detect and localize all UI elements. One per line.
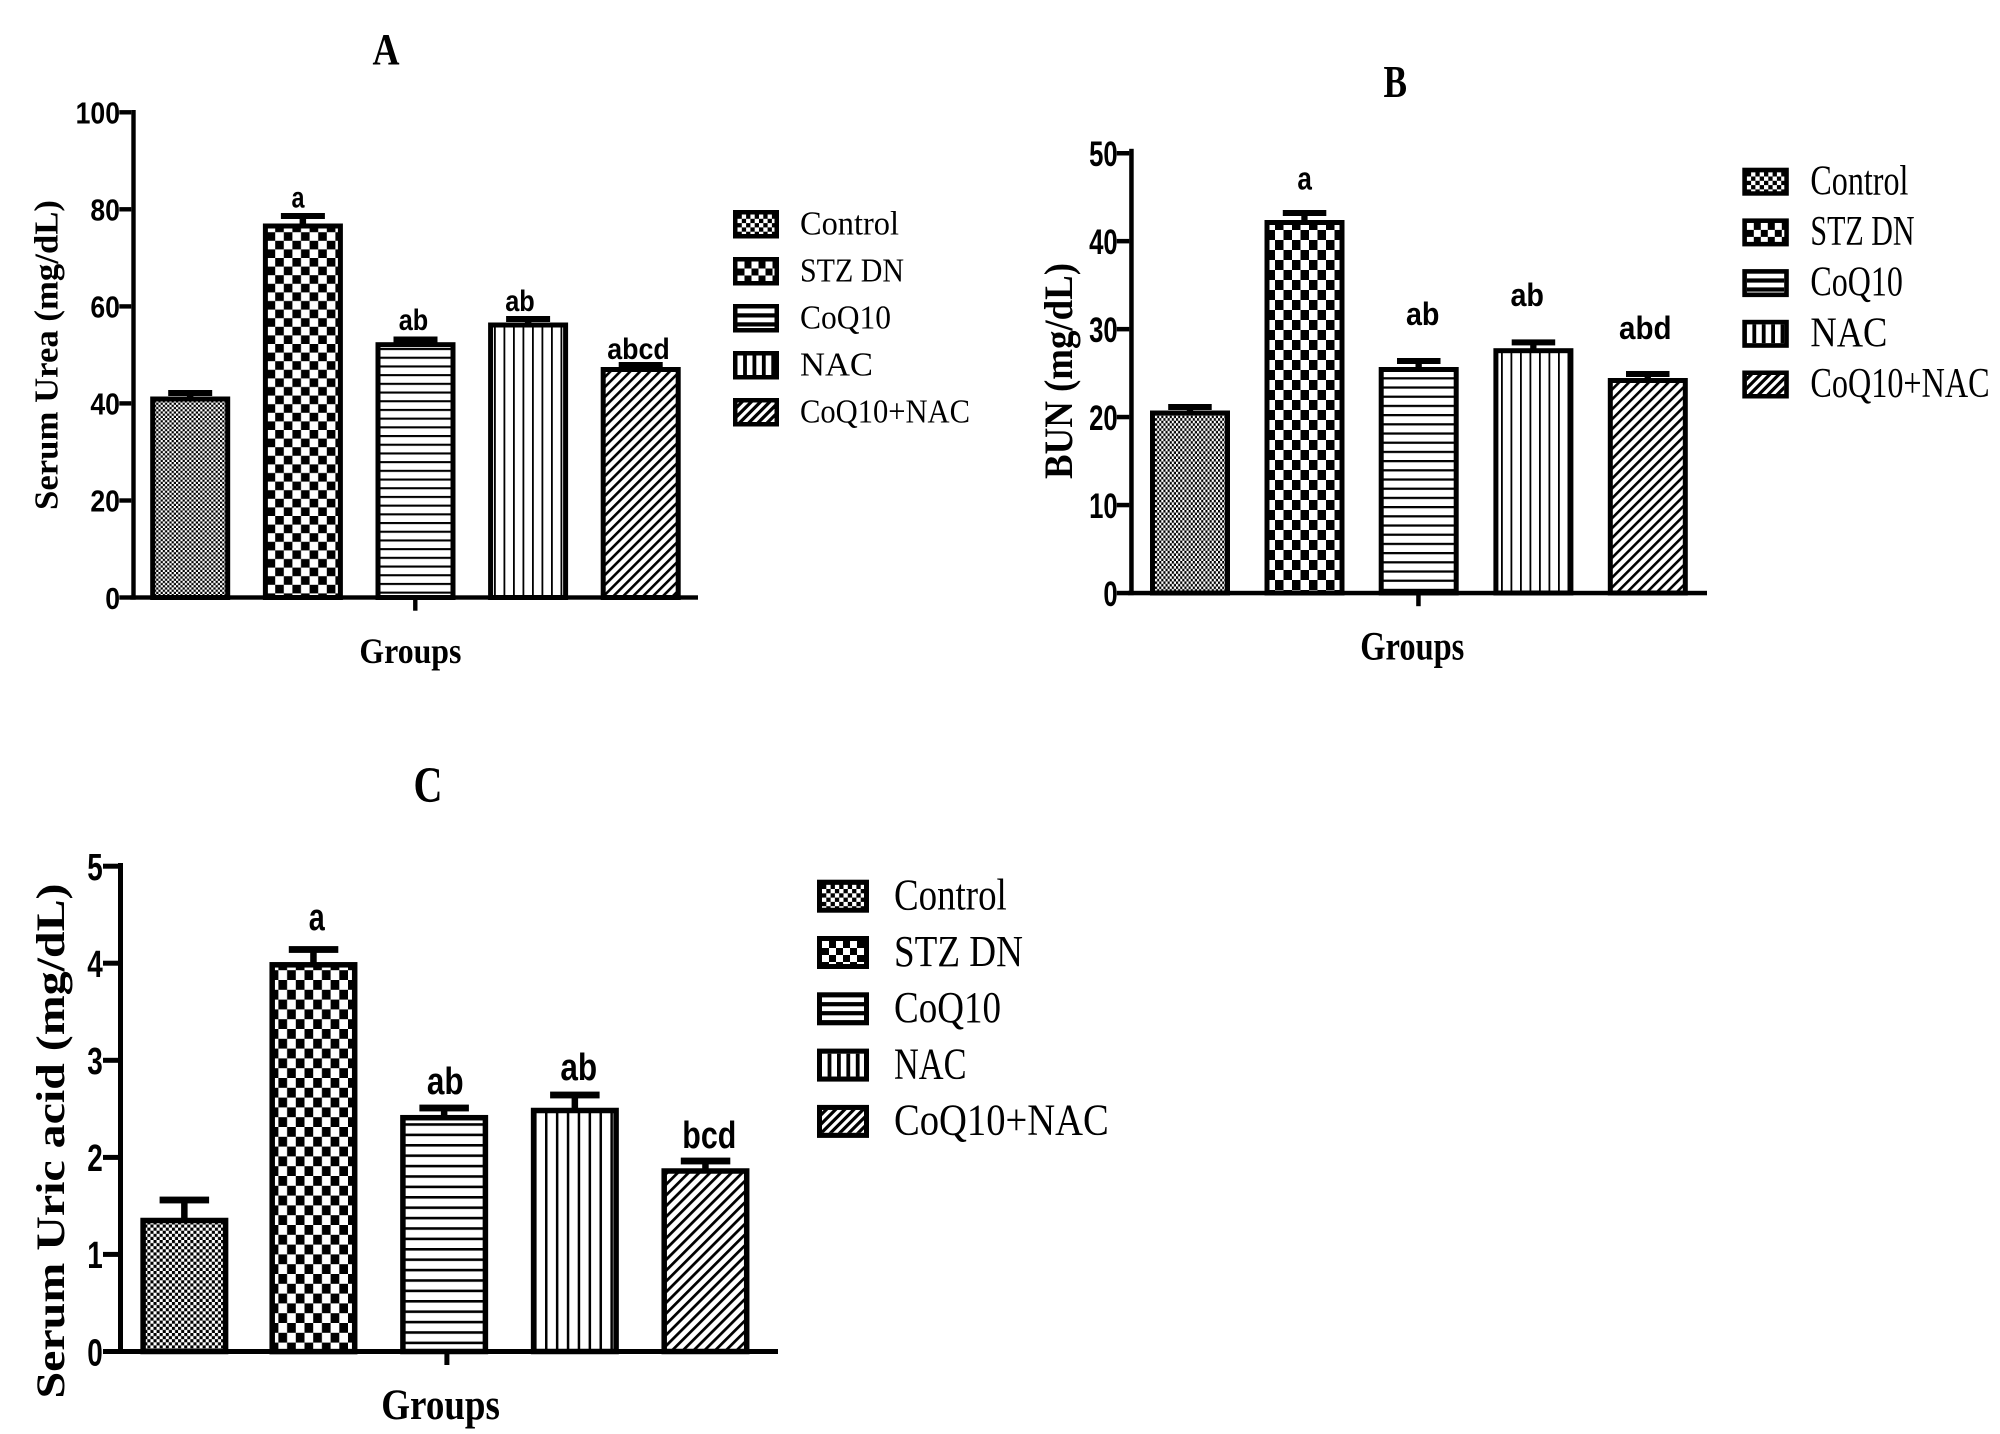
svg-text:4: 4 <box>87 944 103 986</box>
svg-text:ab: ab <box>560 1047 597 1089</box>
svg-text:ab: ab <box>427 1061 464 1103</box>
svg-text:2: 2 <box>87 1138 103 1180</box>
svg-text:CoQ10+NAC: CoQ10+NAC <box>800 393 970 430</box>
svg-text:Control: Control <box>1810 158 1908 204</box>
svg-text:CoQ10+NAC: CoQ10+NAC <box>1810 361 1989 407</box>
svg-text:80: 80 <box>90 194 120 228</box>
svg-text:a: a <box>292 182 305 215</box>
svg-text:B: B <box>1384 57 1408 107</box>
svg-text:abd: abd <box>1619 310 1672 346</box>
svg-text:100: 100 <box>76 97 120 131</box>
svg-text:40: 40 <box>90 388 120 422</box>
svg-text:30: 30 <box>1089 310 1118 350</box>
svg-text:Serum Urea (mg/dL): Serum Urea (mg/dL) <box>29 200 66 510</box>
svg-text:10: 10 <box>1089 486 1118 526</box>
svg-text:ab: ab <box>399 304 429 337</box>
svg-text:NAC: NAC <box>800 346 873 383</box>
svg-text:CoQ10: CoQ10 <box>1810 260 1903 306</box>
svg-text:ab: ab <box>1406 296 1440 332</box>
svg-text:NAC: NAC <box>1810 310 1887 356</box>
svg-text:1: 1 <box>87 1235 103 1277</box>
svg-text:60: 60 <box>90 291 120 325</box>
svg-text:a: a <box>309 897 326 939</box>
svg-text:bcd: bcd <box>682 1115 736 1157</box>
svg-text:abcd: abcd <box>607 333 670 366</box>
svg-text:C: C <box>414 758 443 814</box>
svg-text:40: 40 <box>1089 222 1118 262</box>
svg-text:Groups: Groups <box>381 1382 500 1429</box>
svg-text:STZ DN: STZ DN <box>894 926 1023 976</box>
svg-text:50: 50 <box>1089 134 1118 174</box>
svg-text:ab: ab <box>505 285 535 318</box>
svg-text:0: 0 <box>1103 574 1117 614</box>
svg-text:STZ DN: STZ DN <box>800 252 904 289</box>
svg-text:Control: Control <box>800 205 899 242</box>
svg-text:BUN (mg/dL): BUN (mg/dL) <box>1036 263 1081 479</box>
svg-text:3: 3 <box>87 1041 103 1083</box>
svg-text:0: 0 <box>105 582 120 616</box>
svg-text:20: 20 <box>90 485 120 519</box>
svg-text:CoQ10+NAC: CoQ10+NAC <box>894 1095 1109 1145</box>
svg-text:Control: Control <box>894 870 1007 920</box>
svg-text:ab: ab <box>1510 277 1544 313</box>
svg-text:NAC: NAC <box>894 1038 967 1088</box>
svg-text:a: a <box>1297 160 1312 196</box>
svg-text:STZ DN: STZ DN <box>1810 209 1914 255</box>
svg-text:CoQ10: CoQ10 <box>894 982 1001 1032</box>
svg-text:0: 0 <box>87 1332 103 1374</box>
svg-text:20: 20 <box>1089 398 1118 438</box>
svg-text:CoQ10: CoQ10 <box>800 299 891 336</box>
svg-text:Groups: Groups <box>1360 623 1464 668</box>
svg-text:Groups: Groups <box>359 631 461 671</box>
svg-text:Serum Uric acid (mg/dL): Serum Uric acid (mg/dL) <box>28 884 73 1399</box>
svg-text:5: 5 <box>87 847 103 889</box>
svg-text:A: A <box>373 25 400 74</box>
